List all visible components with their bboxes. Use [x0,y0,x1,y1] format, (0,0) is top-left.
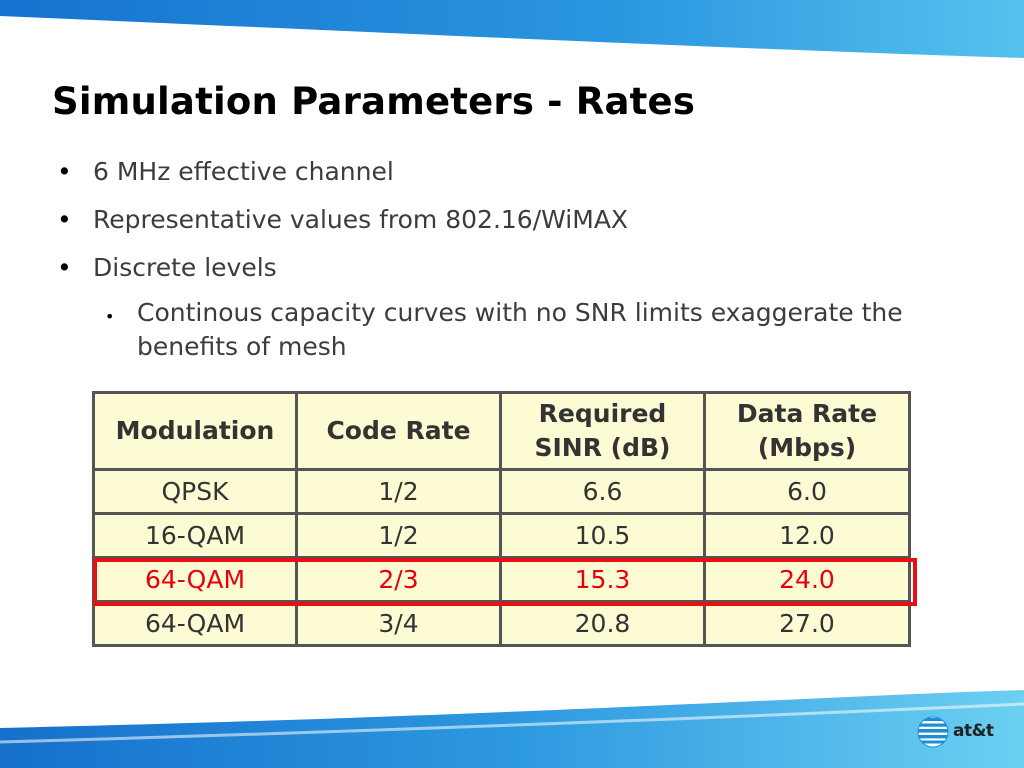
table-cell: 64-QAM [92,600,298,647]
table-cell: QPSK [92,468,298,515]
bullet-dot-icon: • [57,157,72,186]
sub-bullet-item: • Continous capacity curves with no SNR … [105,296,977,364]
bullet-text: 6 MHz effective channel [93,157,394,186]
table-cell: 16-QAM [92,512,298,559]
table-row-highlighted: 64-QAM 2/3 15.3 24.0 [92,556,911,603]
header-data-rate: Data Rate (Mbps) [703,391,911,471]
sub-bullet-text: Continous capacity curves with no SNR li… [137,298,903,361]
bullet-dot-icon: • [57,253,72,282]
table-row: 64-QAM 3/4 20.8 27.0 [92,600,911,647]
table-cell: 2/3 [295,556,502,603]
att-logo-text: at&t [953,721,994,741]
slide-title: Simulation Parameters - Rates [52,80,696,123]
table-cell: 15.3 [499,556,706,603]
bullet-dot-icon: • [57,205,72,234]
table-cell: 27.0 [703,600,911,647]
table-row: QPSK 1/2 6.6 6.0 [92,468,911,515]
table-cell: 10.5 [499,512,706,559]
header-code-rate: Code Rate [295,391,502,471]
sub-bullet-dot-icon: • [105,307,115,326]
bullet-item: • Discrete levels [57,253,277,282]
table-cell: 64-QAM [92,556,298,603]
table-cell: 24.0 [703,556,911,603]
table-cell: 1/2 [295,468,502,515]
table-cell: 6.6 [499,468,706,515]
header-modulation: Modulation [92,391,298,471]
header-required-sinr: Required SINR (dB) [499,391,706,471]
att-globe-icon [917,716,949,748]
bullet-text: Representative values from 802.16/WiMAX [93,205,629,234]
table-row: 16-QAM 1/2 10.5 12.0 [92,512,911,559]
table-cell: 1/2 [295,512,502,559]
bullet-item: • 6 MHz effective channel [57,157,394,186]
bullet-text: Discrete levels [93,253,277,282]
bullet-item: • Representative values from 802.16/WiMA… [57,205,629,234]
table-cell: 12.0 [703,512,911,559]
rates-table: Modulation Code Rate Required SINR (dB) … [92,391,911,647]
table-cell: 20.8 [499,600,706,647]
table-header-row: Modulation Code Rate Required SINR (dB) … [92,391,911,471]
table-cell: 6.0 [703,468,911,515]
table-cell: 3/4 [295,600,502,647]
att-logo: at&t [916,715,996,751]
